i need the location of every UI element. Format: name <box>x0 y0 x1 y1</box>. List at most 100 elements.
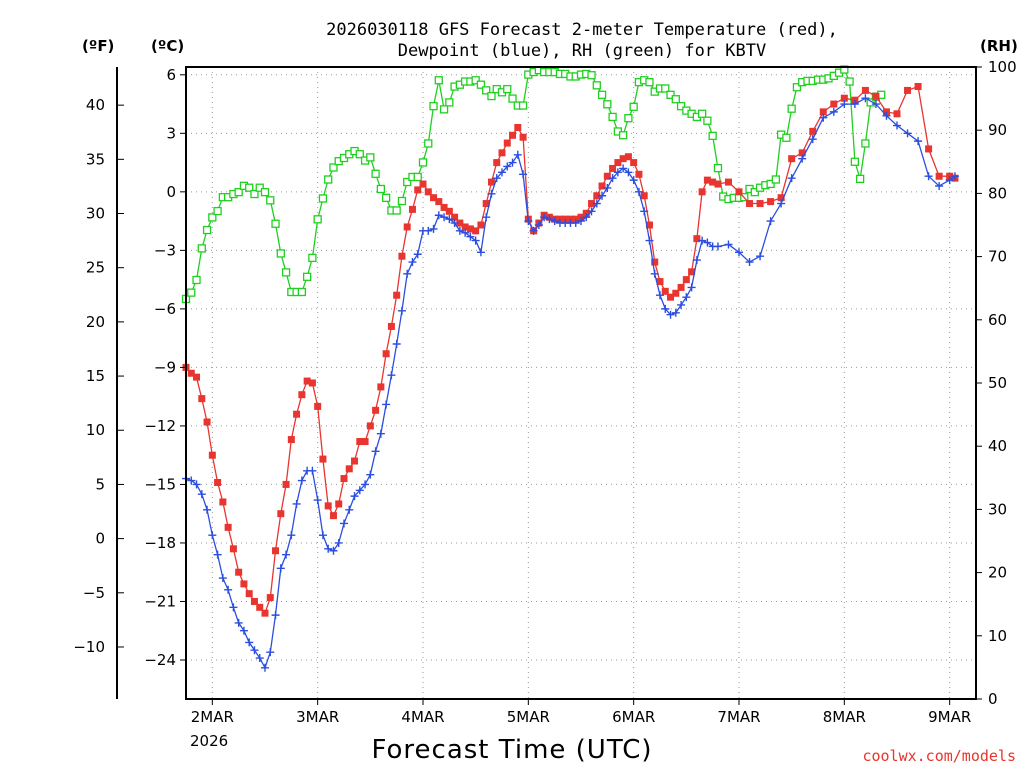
dewpoint-point <box>645 236 654 245</box>
temperature-point <box>682 276 690 284</box>
rh-tick-label: 0 <box>988 690 998 708</box>
dewpoint-point <box>519 170 528 179</box>
dewpoint-point <box>255 654 264 663</box>
dewpoint-point <box>829 107 838 116</box>
rh-point <box>703 116 712 125</box>
dewpoint-point <box>692 256 701 265</box>
rh-tick-label: 90 <box>988 121 1007 139</box>
rh-point <box>429 102 438 111</box>
dewpoint-point <box>703 238 712 247</box>
rh-point <box>487 91 496 101</box>
fahrenheit-tick-label: −5 <box>83 584 105 602</box>
temperature-point <box>372 406 380 414</box>
dewpoint-point <box>276 564 285 573</box>
x-tick-label: 6MAR <box>612 708 655 726</box>
temperature-point <box>219 498 227 506</box>
temperature-point <box>430 194 438 202</box>
dewpoint-point <box>218 574 227 583</box>
temperature-point <box>914 83 922 91</box>
temperature-point <box>661 287 669 295</box>
dewpoint-point <box>482 213 491 222</box>
temperature-point <box>235 568 243 576</box>
dewpoint-point <box>582 213 591 222</box>
temperature-point <box>503 139 511 147</box>
axis-ticks: 630−3−6−9−12−15−18−21−244035302520151050… <box>73 58 1016 726</box>
dewpoint-point <box>245 638 254 647</box>
temperature-point <box>193 373 201 381</box>
dewpoint-point <box>713 242 722 251</box>
dewpoint-point <box>355 486 364 495</box>
temperature-point <box>724 178 732 186</box>
rh-point <box>587 71 596 80</box>
rh-point <box>471 76 480 85</box>
dewpoint-point <box>666 310 675 319</box>
dewpoint-point <box>587 207 596 216</box>
fahrenheit-tick-label: 20 <box>86 313 105 331</box>
rh-point <box>392 206 401 215</box>
dewpoint-point <box>871 100 880 109</box>
chart-title-line-1: 2026030118 GFS Forecast 2-meter Temperat… <box>326 20 838 40</box>
rh-point <box>503 84 512 94</box>
rh-series <box>181 65 886 304</box>
temperature-point <box>340 475 348 483</box>
dewpoint-point <box>403 269 412 278</box>
rh-tick-label: 10 <box>988 627 1007 645</box>
dewpoint-point <box>903 129 912 138</box>
dewpoint-point <box>334 538 343 547</box>
dewpoint-point <box>629 176 638 185</box>
dewpoint-point <box>756 252 765 261</box>
temperature-point <box>466 225 474 233</box>
dewpoint-point <box>950 172 959 181</box>
dewpoint-point <box>698 236 707 245</box>
rh-point <box>661 84 670 93</box>
rh-point <box>281 268 291 277</box>
temperature-point <box>198 395 206 403</box>
celsius-tick-label: −21 <box>144 592 176 610</box>
dewpoint-point <box>766 217 775 226</box>
dewpoint-point <box>371 447 380 456</box>
rh-point <box>424 139 433 148</box>
temperature-point <box>893 110 901 118</box>
dewpoint-point <box>571 219 580 228</box>
rh-point <box>245 183 254 192</box>
x-tick-label: 7MAR <box>717 708 760 726</box>
rh-point <box>434 76 443 85</box>
dewpoint-point <box>434 211 443 220</box>
temperature-point <box>819 108 827 116</box>
dewpoint-point <box>397 306 406 315</box>
dewpoint-point <box>340 519 348 528</box>
temperature-point <box>293 410 301 418</box>
rh-point <box>624 114 633 123</box>
rh-point <box>366 153 375 162</box>
rh-point <box>376 184 386 194</box>
dewpoint-point <box>650 269 659 278</box>
rh-tick-label: 70 <box>988 248 1007 266</box>
rh-point <box>861 139 870 148</box>
dewpoint-point <box>819 113 828 122</box>
temperature-point <box>298 391 306 399</box>
rh-tick-label: 40 <box>988 437 1007 455</box>
rh-point <box>792 83 802 92</box>
dewpoint-point <box>540 213 549 222</box>
temperature-point <box>635 170 643 178</box>
celsius-tick-label: 0 <box>166 183 176 201</box>
rh-point <box>202 225 212 235</box>
rh-point <box>713 163 723 173</box>
rh-axis-unit: (RH) <box>980 37 1018 55</box>
dewpoint-point <box>203 505 212 514</box>
celsius-axis-unit: (ºC) <box>151 37 184 55</box>
dewpoint-point <box>545 215 554 224</box>
dewpoint-point <box>366 470 375 479</box>
temperature-line <box>185 85 956 615</box>
dewpoint-point <box>424 226 433 235</box>
rh-point <box>518 101 528 110</box>
dewpoint-point <box>945 176 954 185</box>
dewpoint-point <box>413 250 422 259</box>
temperature-point <box>272 547 280 555</box>
dewpoint-point <box>261 663 269 672</box>
fahrenheit-axis-unit: (ºF) <box>82 37 114 55</box>
rh-point <box>197 244 206 253</box>
fahrenheit-tick-label: −10 <box>73 638 105 656</box>
dewpoint-point <box>461 228 470 237</box>
temperature-point <box>314 402 322 410</box>
